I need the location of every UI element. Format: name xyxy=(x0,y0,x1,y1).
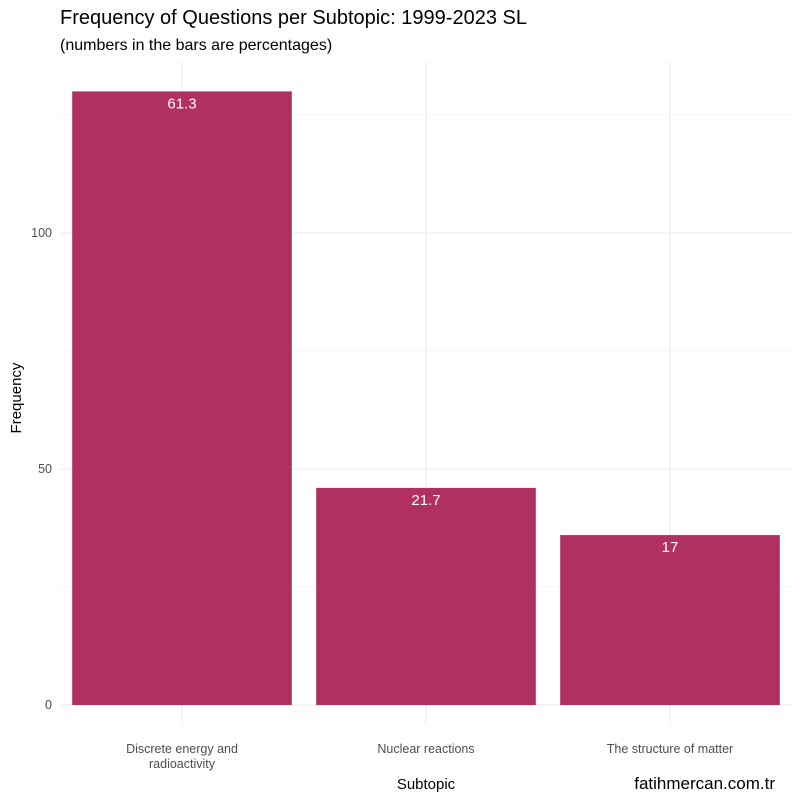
bar-value-label: 61.3 xyxy=(167,95,196,112)
y-tick-label: 100 xyxy=(31,226,52,240)
y-tick-label: 50 xyxy=(38,462,52,476)
x-tick-label: Nuclear reactions xyxy=(377,742,474,756)
x-axis-title: Subtopic xyxy=(397,776,456,793)
chart-subtitle: (numbers in the bars are percentages) xyxy=(60,37,332,54)
y-tick-label: 0 xyxy=(45,698,52,712)
bar xyxy=(316,487,536,705)
plot-area: 61.3 21.7 17 0 50 100 Discrete energy and radio… xyxy=(31,62,792,771)
caption: fatihmercan.com.tr xyxy=(634,774,775,793)
bar xyxy=(72,91,292,705)
chart-title: Frequency of Questions per Subtopic: 199… xyxy=(60,7,527,29)
x-tick-label: Discrete energy and radioactivity xyxy=(126,742,238,771)
bar xyxy=(560,535,780,705)
bar-value-label: 21.7 xyxy=(411,492,440,509)
bar-value-label: 17 xyxy=(662,539,679,556)
x-tick-label: The structure of matter xyxy=(607,742,733,756)
y-axis-title: Frequency xyxy=(8,362,25,433)
